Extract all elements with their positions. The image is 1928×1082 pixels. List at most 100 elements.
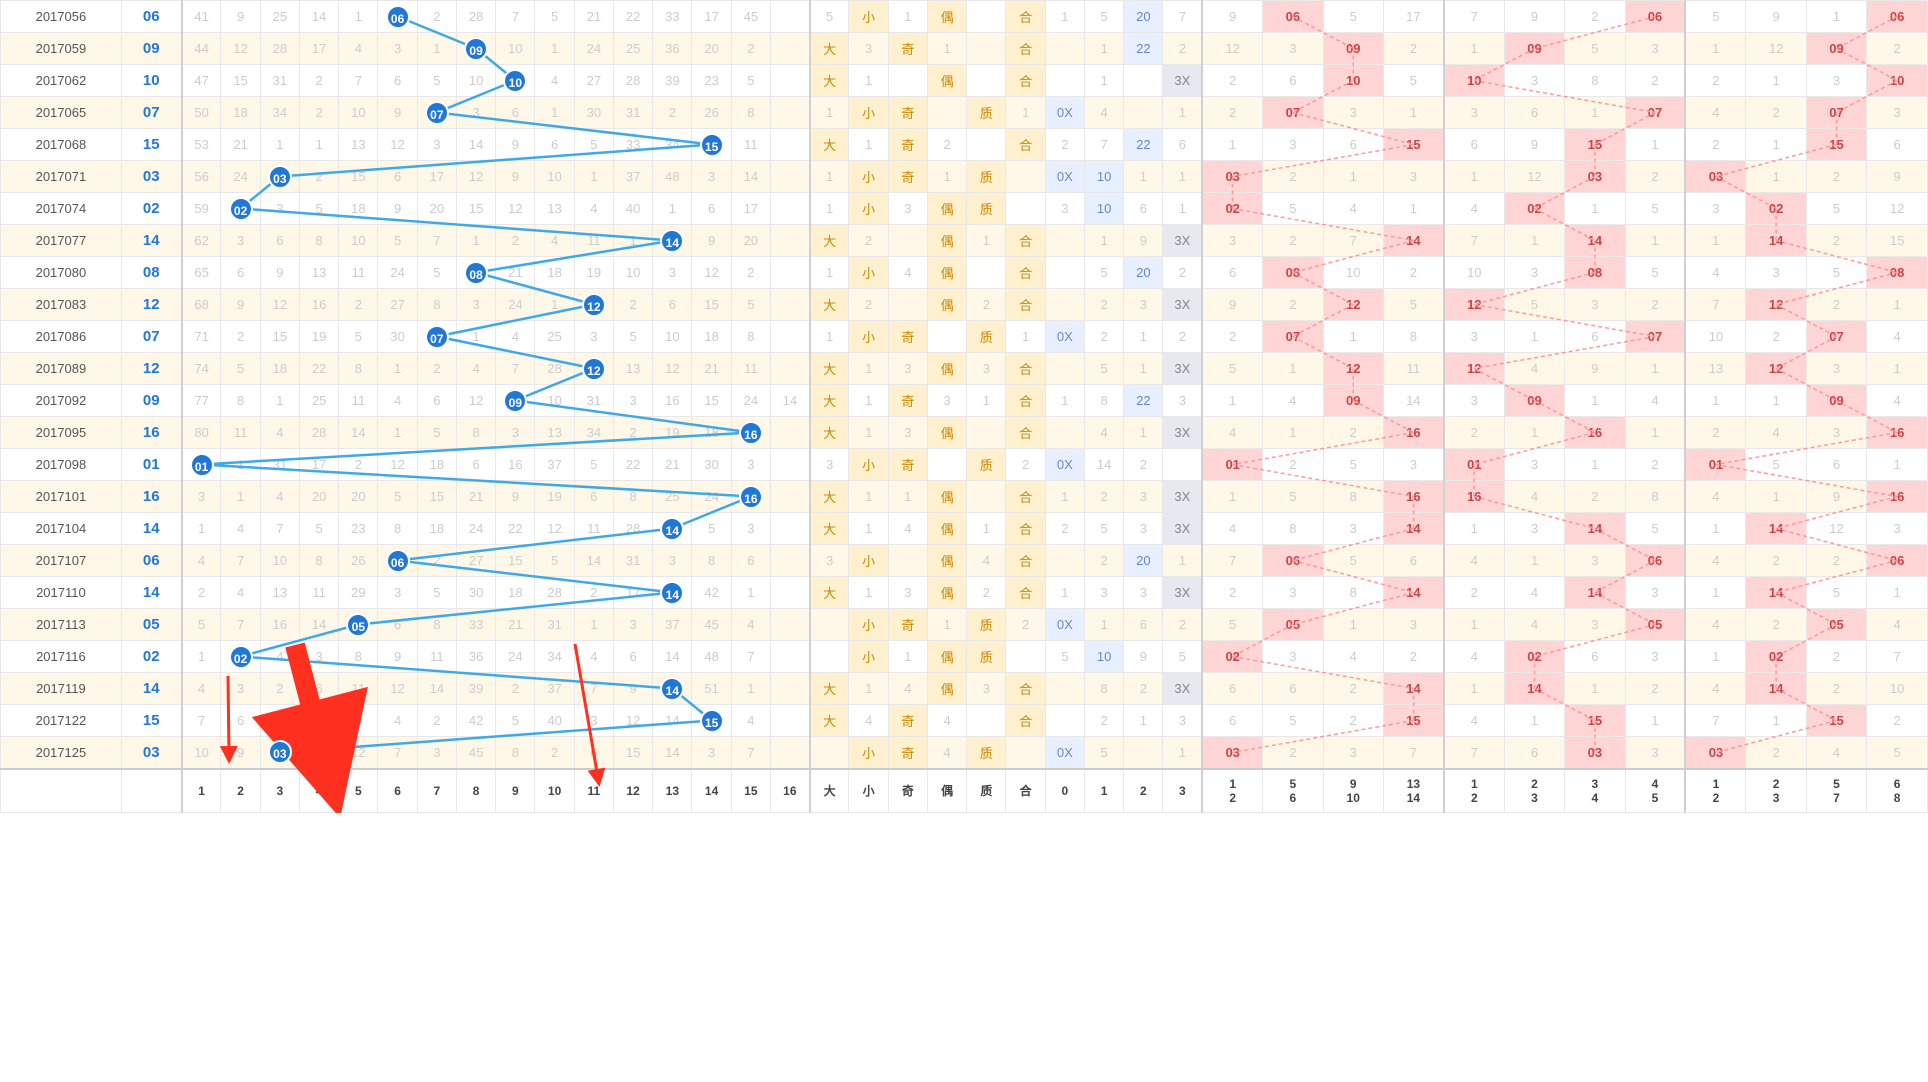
number-cell: 5 bbox=[417, 257, 456, 289]
trend-cell: 5 bbox=[1383, 65, 1443, 97]
attr-cell: 合 bbox=[1006, 289, 1045, 321]
attr-cell bbox=[967, 257, 1006, 289]
trend-cell: 1 bbox=[1504, 321, 1564, 353]
trend-cell: 7 bbox=[1323, 225, 1383, 257]
number-cell: 31 bbox=[613, 545, 652, 577]
attr-cell: 1 bbox=[967, 225, 1006, 257]
number-cell: 14 bbox=[456, 129, 495, 161]
attr-cell: 奇 bbox=[888, 97, 927, 129]
attr-cell bbox=[1045, 705, 1084, 737]
attr-cell: 1 bbox=[1124, 161, 1163, 193]
number-cell: 4 bbox=[221, 577, 260, 609]
number-ball: 14 bbox=[653, 513, 692, 545]
number-cell: 12 bbox=[378, 673, 417, 705]
number-cell bbox=[770, 193, 809, 225]
win-number: 14 bbox=[121, 513, 181, 545]
number-cell: 7 bbox=[221, 609, 260, 641]
attr-cell: 3X bbox=[1163, 289, 1202, 321]
trend-hit: 15 bbox=[1383, 129, 1443, 161]
number-cell: 12 bbox=[535, 513, 574, 545]
number-cell: 10 bbox=[260, 545, 299, 577]
period-cell: 2017095 bbox=[1, 417, 122, 449]
attr-cell: 1 bbox=[849, 673, 888, 705]
number-cell: 71 bbox=[182, 321, 221, 353]
number-cell bbox=[770, 129, 809, 161]
number-cell: 45 bbox=[692, 609, 731, 641]
number-cell: 1 bbox=[613, 225, 652, 257]
number-cell: 20 bbox=[417, 193, 456, 225]
number-ball: 07 bbox=[417, 97, 456, 129]
trend-cell: 5 bbox=[1263, 481, 1323, 513]
attr-cell: 偶 bbox=[927, 545, 966, 577]
number-cell: 36 bbox=[456, 641, 495, 673]
trend-cell: 2 bbox=[1444, 417, 1504, 449]
trend-cell: 9 bbox=[1806, 481, 1866, 513]
attr-cell: 3 bbox=[1124, 513, 1163, 545]
trend-cell: 8 bbox=[1625, 481, 1685, 513]
number-cell: 24 bbox=[378, 257, 417, 289]
trend-hit: 16 bbox=[1867, 417, 1928, 449]
table-row: 201706815532111131231496533341511大1奇2合27… bbox=[1, 129, 1928, 161]
win-number: 03 bbox=[121, 161, 181, 193]
trend-cell: 3 bbox=[1565, 289, 1625, 321]
attr-cell bbox=[967, 129, 1006, 161]
number-cell: 65 bbox=[182, 257, 221, 289]
trend-hit: 06 bbox=[1867, 1, 1928, 33]
trend-cell: 4 bbox=[1806, 737, 1866, 769]
number-cell: 11 bbox=[417, 641, 456, 673]
number-cell: 4 bbox=[260, 417, 299, 449]
attr-cell: 2 bbox=[1084, 321, 1123, 353]
attr-cell: 3X bbox=[1163, 513, 1202, 545]
trend-hit: 16 bbox=[1444, 481, 1504, 513]
number-cell: 4 bbox=[574, 641, 613, 673]
number-cell: 5 bbox=[574, 449, 613, 481]
number-cell: 45 bbox=[456, 737, 495, 769]
table-row: 20170800865691311245082118191031221小4偶合5… bbox=[1, 257, 1928, 289]
number-cell: 12 bbox=[221, 33, 260, 65]
number-cell: 10 bbox=[339, 225, 378, 257]
ball-marker: 06 bbox=[386, 549, 410, 573]
number-cell: 1 bbox=[456, 321, 495, 353]
number-cell: 41 bbox=[182, 1, 221, 33]
attr-cell: 2 bbox=[1045, 513, 1084, 545]
trend-cell: 2 bbox=[1383, 257, 1443, 289]
number-cell: 33 bbox=[456, 609, 495, 641]
trend-cell: 1 bbox=[1867, 577, 1928, 609]
ball-marker: 10 bbox=[503, 69, 527, 93]
number-cell: 1 bbox=[221, 481, 260, 513]
number-cell: 15 bbox=[417, 481, 456, 513]
number-cell: 7 bbox=[378, 737, 417, 769]
number-cell: 39 bbox=[456, 673, 495, 705]
trend-hit: 15 bbox=[1565, 129, 1625, 161]
attr-cell: 偶 bbox=[927, 417, 966, 449]
attr-cell: 1 bbox=[1084, 65, 1123, 97]
trend-cell: 5 bbox=[1806, 257, 1866, 289]
win-number: 01 bbox=[121, 449, 181, 481]
number-cell: 16 bbox=[496, 449, 535, 481]
table-row: 20170710356240321561712910137483141小奇1质0… bbox=[1, 161, 1928, 193]
trend-cell: 3 bbox=[1806, 417, 1866, 449]
number-ball: 06 bbox=[378, 1, 417, 33]
footer-num: 2 bbox=[221, 769, 260, 813]
trend-hit: 14 bbox=[1746, 577, 1806, 609]
attr-cell: 3 bbox=[1124, 577, 1163, 609]
attr-cell: 0X bbox=[1045, 449, 1084, 481]
number-cell: 37 bbox=[535, 449, 574, 481]
attr-cell bbox=[1124, 97, 1163, 129]
number-cell: 8 bbox=[731, 97, 770, 129]
trend-hit: 02 bbox=[1504, 193, 1564, 225]
number-ball: 06 bbox=[378, 545, 417, 577]
attr-cell: 偶 bbox=[927, 225, 966, 257]
number-cell: 14 bbox=[299, 1, 338, 33]
trend-cell: 4 bbox=[1444, 705, 1504, 737]
attr-cell: 1 bbox=[888, 1, 927, 33]
attr-cell: 3 bbox=[1124, 481, 1163, 513]
trend-cell: 4 bbox=[1685, 257, 1745, 289]
trend-hit: 03 bbox=[1565, 161, 1625, 193]
trend-cell: 3 bbox=[1625, 577, 1685, 609]
number-cell: 25 bbox=[653, 481, 692, 513]
number-cell: 7 bbox=[731, 737, 770, 769]
trend-hit: 16 bbox=[1383, 417, 1443, 449]
number-cell: 1 bbox=[221, 449, 260, 481]
trend-hit: 14 bbox=[1383, 513, 1443, 545]
